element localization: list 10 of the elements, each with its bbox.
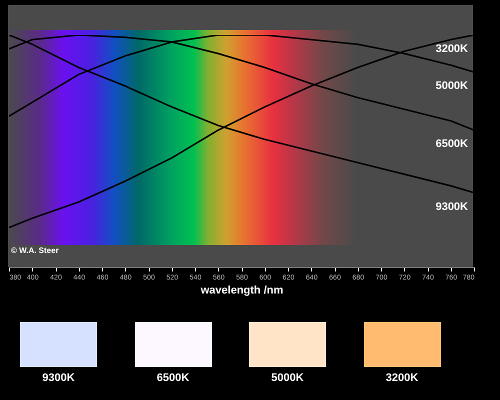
annotation: © W.A. Steer: [11, 246, 59, 255]
series-label: 9300K: [436, 200, 468, 213]
x-axis-title: wavelength /nm: [200, 284, 284, 296]
category-label: 9300K: [41, 372, 76, 384]
series-label: 5000K: [436, 80, 468, 92]
category-label: 5000K: [270, 372, 305, 384]
series-label: 6500K: [436, 138, 468, 150]
series-label: 3200K: [436, 43, 468, 55]
category-label: 6500K: [156, 372, 190, 384]
category-label: 3200K: [384, 372, 420, 384]
